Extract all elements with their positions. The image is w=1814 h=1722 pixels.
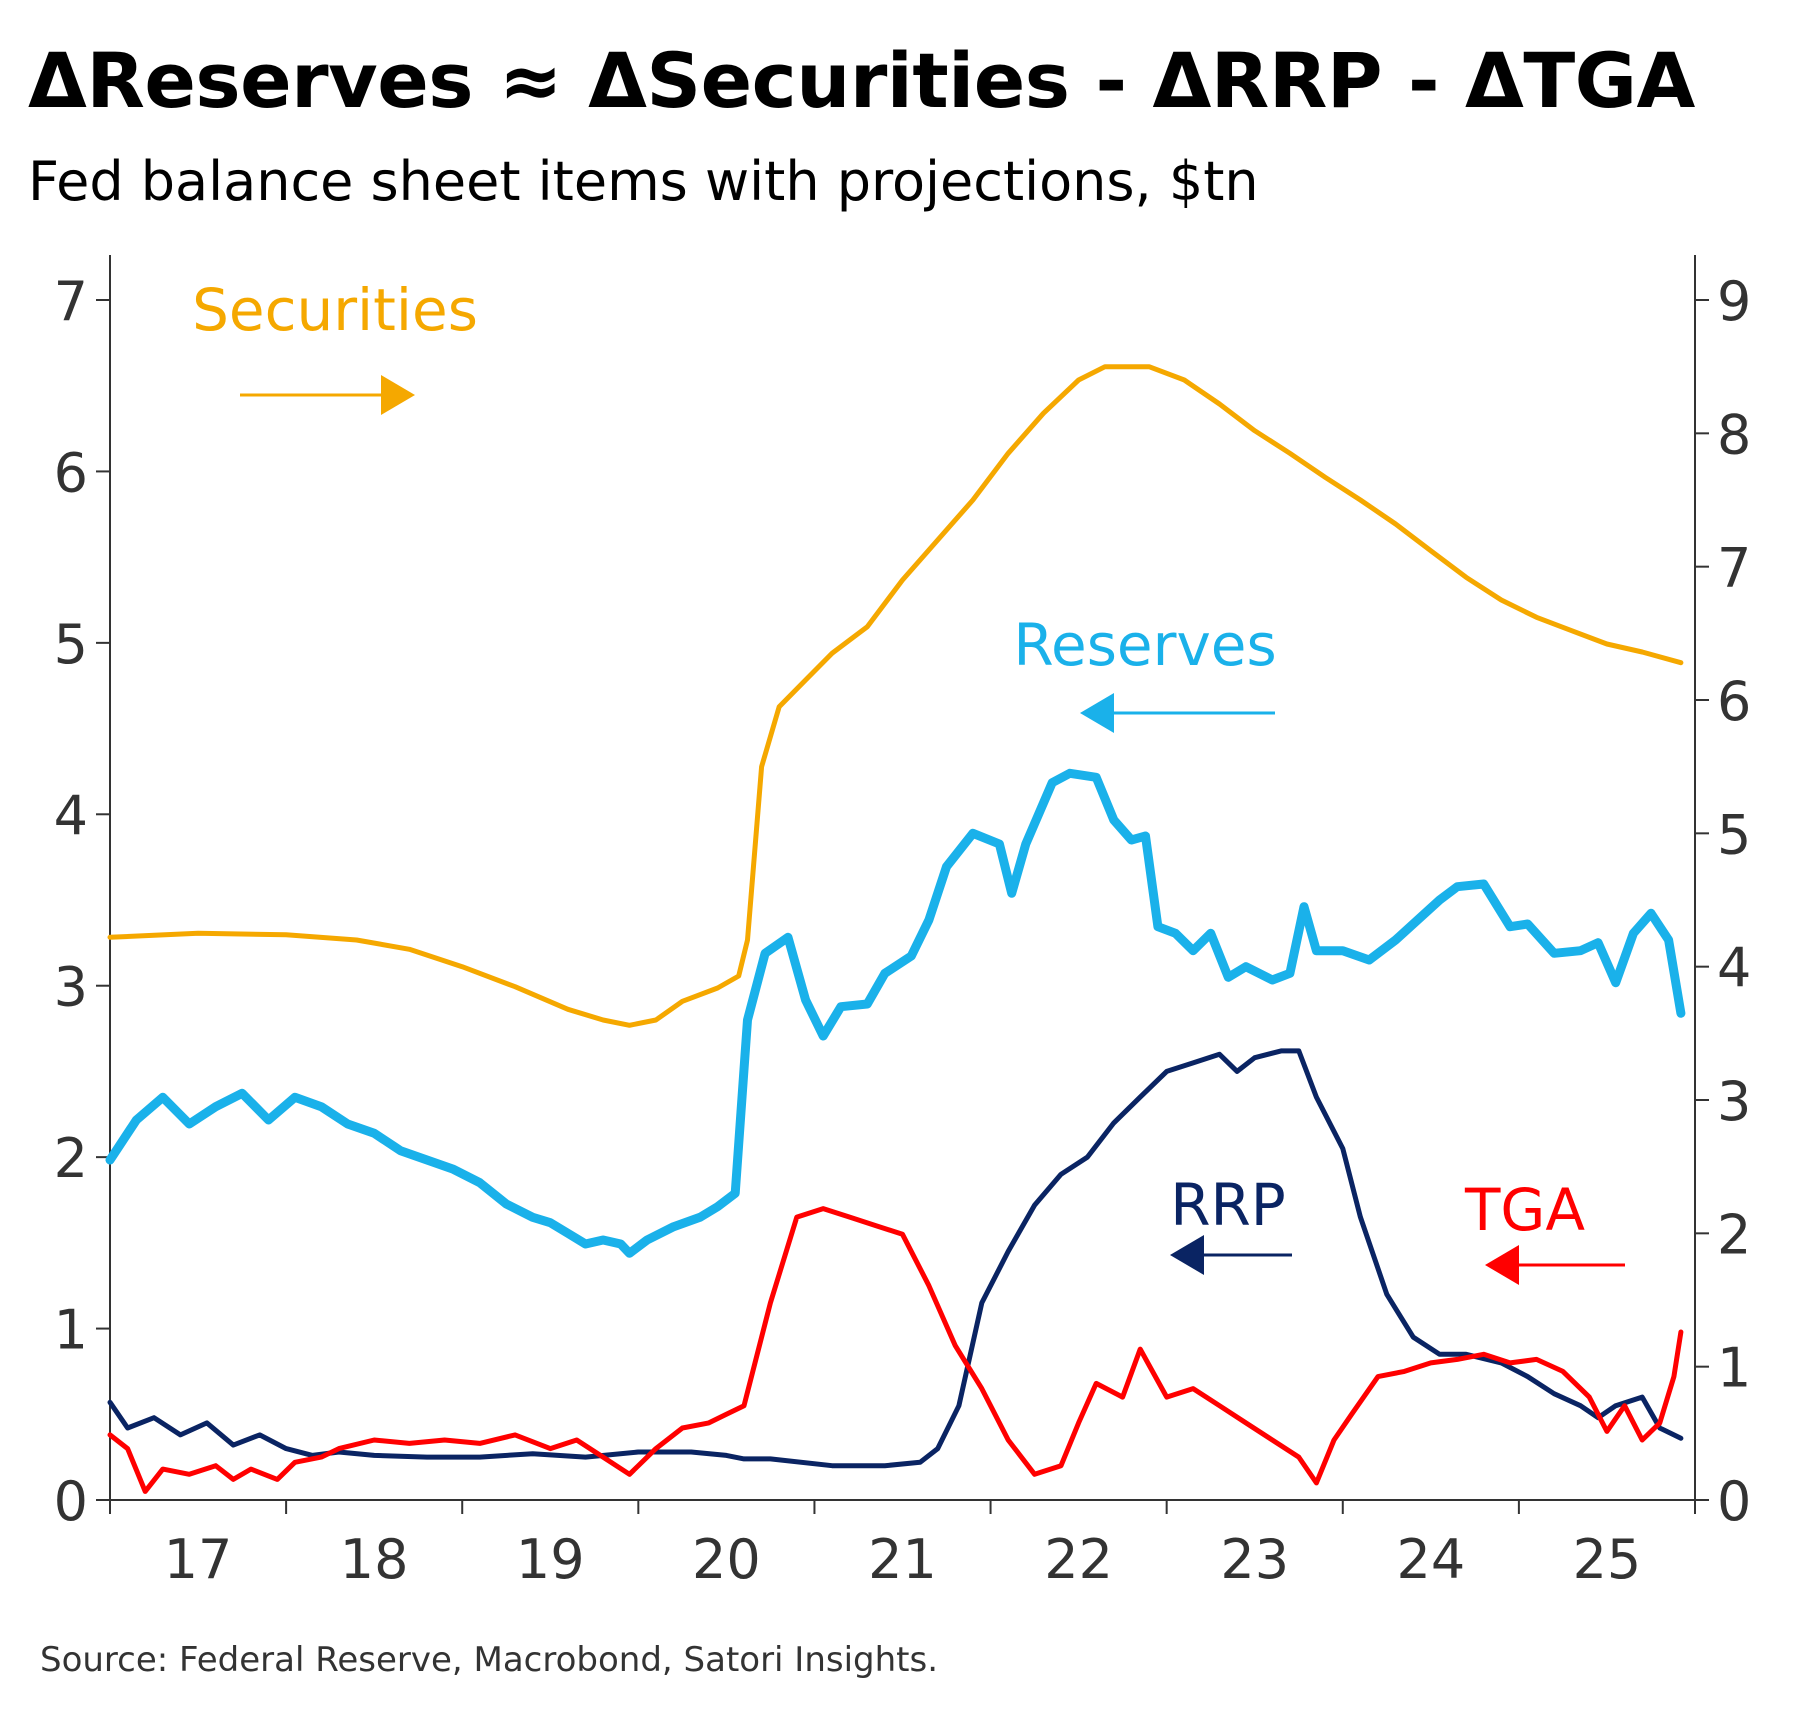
right-y-tick-label: 8 [1717,403,1751,466]
series-label-reserves: Reserves [1013,611,1276,679]
left-y-tick-label: 5 [54,613,88,676]
x-tick-label: 22 [1044,1528,1113,1591]
right-y-tick-label: 5 [1717,803,1751,866]
right-y-tick-label: 6 [1717,670,1751,733]
series-line-reserves [105,768,1686,1258]
left-y-tick-label: 0 [54,1470,88,1533]
x-tick-label: 20 [692,1528,761,1591]
x-tick-label: 21 [868,1528,937,1591]
arrow-left-icon [1170,1235,1204,1275]
arrow-right-icon [381,375,415,415]
right-y-tick-label: 9 [1717,270,1751,333]
left-y-tick-label: 2 [54,1127,88,1190]
arrow-left-icon [1080,693,1114,733]
source-note: Source: Federal Reserve, Macrobond, Sato… [40,1640,939,1680]
right-y-tick-label: 4 [1717,937,1751,1000]
right-y-tick-label: 7 [1717,537,1751,600]
x-tick-label: 24 [1396,1528,1465,1591]
series-label-rrp: RRP [1170,1171,1286,1239]
series-label-tga: TGA [1464,1176,1585,1244]
right-y-tick-label: 3 [1717,1070,1751,1133]
series-line-rrp [107,1048,1684,1469]
series-layer [105,364,1686,1494]
x-tick-label: 18 [340,1528,409,1591]
chart-title: ΔReserves ≈ ΔSecurities - ΔRRP - ΔTGA [28,36,1695,125]
left-y-tick-label: 4 [54,784,88,847]
series-line-tga [107,1206,1684,1494]
x-tick-label: 23 [1220,1528,1289,1591]
right-y-tick-label: 0 [1717,1470,1751,1533]
x-tick-label: 25 [1573,1528,1642,1591]
chart-subtitle: Fed balance sheet items with projections… [28,150,1259,213]
arrow-left-icon [1485,1245,1519,1285]
series-line-securities [107,364,1684,1028]
left-y-tick-label: 3 [54,956,88,1019]
series-label-securities: Securities [192,276,478,344]
x-tick-label: 17 [164,1528,233,1591]
left-y-tick-label: 7 [54,270,88,333]
right-y-tick-label: 1 [1717,1337,1751,1400]
right-y-tick-label: 2 [1717,1203,1751,1266]
left-y-tick-label: 1 [54,1299,88,1362]
left-y-tick-label: 6 [54,441,88,504]
series-labels: Securities Reserves RRP TGA [192,276,1625,1285]
x-tick-label: 19 [516,1528,585,1591]
